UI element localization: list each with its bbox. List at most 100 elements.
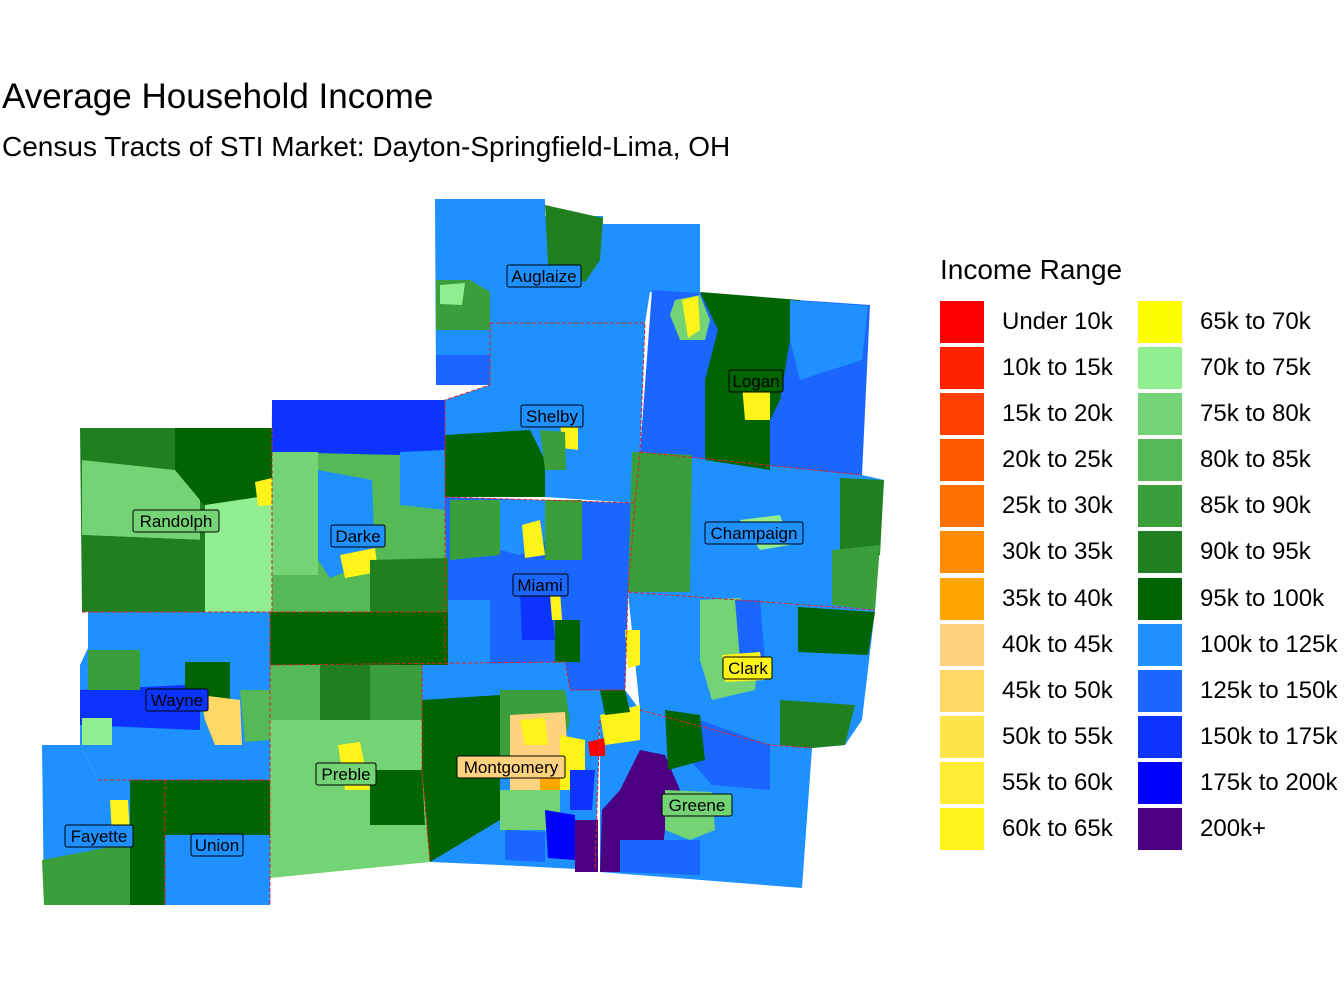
legend-swatch [1138, 439, 1182, 482]
legend-swatch [1138, 577, 1182, 620]
county-label-logan: Logan [728, 369, 784, 393]
tract-patch [780, 700, 855, 748]
legend-swatch [1138, 623, 1182, 666]
svg-text:Miami: Miami [517, 576, 562, 595]
legend-label: 30k to 35k [1002, 538, 1113, 566]
county-label-greene: Greene [661, 793, 733, 817]
legend-swatch [940, 531, 984, 574]
legend-swatch [940, 301, 984, 343]
county-label-preble: Preble [315, 762, 377, 786]
tract-patch [440, 283, 465, 305]
svg-text:Auglaize: Auglaize [511, 267, 576, 286]
legend-label: 25k to 30k [1002, 492, 1113, 520]
legend-label: 45k to 50k [1002, 676, 1113, 704]
legend-swatch [1138, 531, 1182, 574]
tract-patch [445, 430, 545, 497]
tract-patch [175, 428, 272, 510]
svg-text:Union: Union [195, 836, 239, 855]
county-label-wayne: Wayne [145, 688, 209, 712]
county-label-darke: Darke [330, 524, 386, 548]
tract-patch [272, 400, 445, 455]
legend-swatch [940, 669, 984, 712]
legend-label: 95k to 100k [1200, 584, 1325, 612]
tract-patch [545, 205, 603, 282]
svg-text:Champaign: Champaign [711, 524, 798, 543]
tract-patch [600, 690, 630, 715]
tract-patch [545, 500, 582, 560]
tract-patch [575, 820, 598, 872]
tract-patch [665, 710, 705, 770]
legend-label: 70k to 75k [1200, 354, 1311, 382]
tract-patch [570, 770, 595, 810]
legend-swatch [940, 439, 984, 482]
legend-label: Under 10k [1002, 308, 1113, 335]
tract-patch [690, 720, 770, 790]
legend-swatch [1138, 485, 1182, 528]
tract-patch [625, 630, 640, 668]
county-auglaize [435, 199, 700, 385]
map-subtitle: Census Tracts of STI Market: Dayton-Spri… [2, 131, 731, 162]
county-label-montgomery: Montgomery [456, 755, 566, 779]
tract-patch [205, 495, 272, 612]
svg-text:Wayne: Wayne [151, 691, 203, 710]
tract-patch [82, 535, 205, 612]
legend-label: 150k to 175k [1200, 722, 1338, 750]
legend-label: 15k to 20k [1002, 400, 1113, 428]
tract-patch [340, 548, 378, 578]
legend-swatch [940, 577, 984, 620]
legend-swatch [940, 347, 984, 390]
legend-swatch [1138, 669, 1182, 712]
tract-patch [600, 705, 640, 745]
county-label-randolph: Randolph [132, 509, 220, 533]
legend-label: 200k+ [1200, 815, 1267, 843]
legend-swatch [1138, 301, 1182, 343]
legend-label: 125k to 150k [1200, 676, 1338, 704]
tract-patch [200, 695, 242, 745]
svg-text:Darke: Darke [335, 527, 380, 546]
tract-patch [270, 665, 320, 720]
legend-label: 55k to 60k [1002, 768, 1113, 796]
county-label-clark: Clark [722, 656, 773, 680]
legend-swatch [1138, 715, 1182, 758]
legend-label: 90k to 95k [1200, 538, 1311, 566]
tract-patch [555, 620, 580, 662]
svg-text:Logan: Logan [732, 372, 779, 391]
legend-swatch [940, 808, 984, 851]
svg-text:Clark: Clark [728, 659, 768, 678]
legend-swatch [940, 393, 984, 436]
tract-patch [742, 385, 770, 420]
tract-patch [370, 665, 422, 720]
tract-patch [130, 780, 165, 905]
tract-patch [370, 770, 425, 825]
legend-label: 85k to 90k [1200, 492, 1311, 520]
tract-patch [270, 612, 448, 665]
legend-label: 50k to 55k [1002, 722, 1113, 750]
tract-patch [550, 590, 562, 620]
county-label-fayette: Fayette [64, 824, 134, 848]
legend-label: 65k to 70k [1200, 308, 1311, 335]
svg-text:Fayette: Fayette [71, 827, 128, 846]
svg-text:Greene: Greene [669, 796, 726, 815]
tract-patch [540, 430, 566, 470]
legend-label: 10k to 15k [1002, 354, 1113, 382]
tract-patch [272, 452, 318, 575]
map-title: Average Household Income [2, 77, 434, 116]
legend-title: Income Range [940, 254, 1123, 285]
tract-patch [255, 478, 272, 506]
legend-swatch [940, 761, 984, 804]
svg-text:Montgomery: Montgomery [464, 758, 559, 777]
tract-patch [88, 650, 140, 690]
tract-patch [82, 718, 112, 745]
tract-patch [240, 690, 270, 742]
legend-swatch [1138, 347, 1182, 390]
svg-text:Shelby: Shelby [526, 407, 578, 426]
tract-patch [505, 830, 545, 862]
county-boundaries [82, 322, 876, 905]
tract-patch [798, 607, 875, 655]
legend-swatch [940, 715, 984, 758]
tract-patch [320, 665, 370, 720]
tract-patch [545, 810, 575, 860]
legend-label: 20k to 25k [1002, 446, 1113, 474]
county-label-auglaize: Auglaize [506, 264, 582, 288]
tract-patch [448, 600, 490, 665]
